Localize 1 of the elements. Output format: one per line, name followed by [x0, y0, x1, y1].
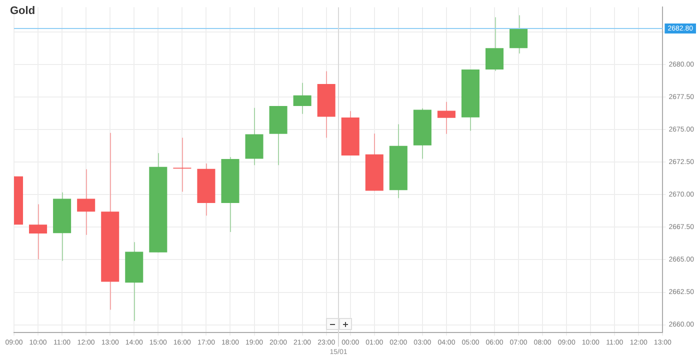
- chart-title: Gold: [10, 5, 36, 17]
